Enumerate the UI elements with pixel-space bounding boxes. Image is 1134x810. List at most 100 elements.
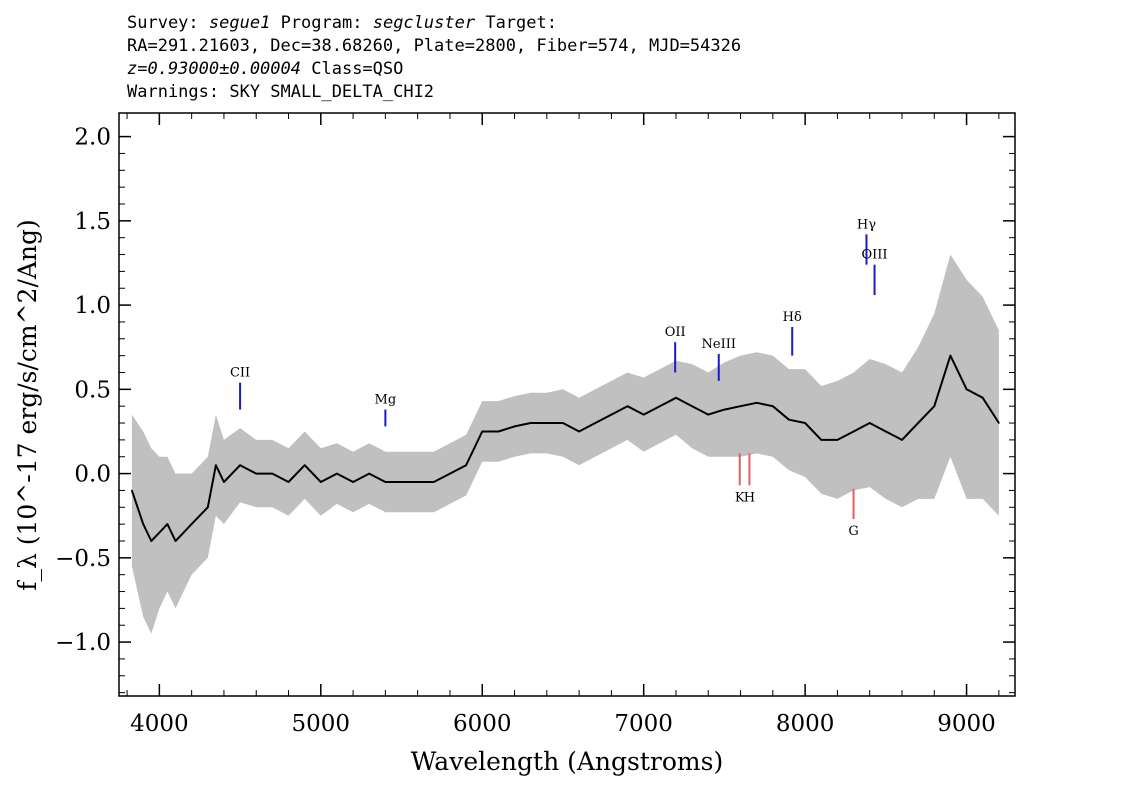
line-marker-cii: CII (230, 366, 250, 410)
flux-point (659, 405, 661, 407)
line-label: Hγ (857, 217, 876, 232)
line-marker-oiii: OIII (862, 248, 888, 295)
error-band (131, 254, 999, 634)
axis-ticks: 4000 5000 6000 7000 8000 9000 −1.0 −0.5 0.0 0.5 1.… (55, 113, 1015, 737)
flux-point (320, 481, 322, 483)
flux-point (166, 523, 169, 525)
y-tick-label: 2.0 (74, 125, 111, 151)
header-line-survey: Survey: segue1 Program: segcluster Targe… (127, 12, 741, 35)
line-label: K (735, 490, 745, 505)
flux-point (868, 422, 871, 424)
flux-point (271, 472, 274, 475)
x-tick-label: 7000 (614, 711, 673, 737)
flux-point (255, 472, 258, 475)
flux-point (642, 413, 645, 416)
flux-point (820, 439, 823, 441)
line-label: OII (665, 325, 686, 340)
line-label: CII (230, 366, 250, 381)
flux-point (546, 422, 548, 424)
flux-point (675, 396, 677, 399)
flux-point (182, 531, 185, 534)
flux-point (303, 464, 306, 466)
line-marker-neiii: NeIII (702, 337, 736, 381)
flux-point (190, 523, 193, 525)
header-line-coords: RA=291.21603, Dec=38.68260, Plate=2800, … (127, 36, 742, 56)
flux-point (610, 413, 613, 416)
program-name: segcluster (372, 13, 476, 33)
flux-point (368, 472, 371, 475)
flux-point (594, 422, 597, 424)
y-tick-label: 0.5 (74, 377, 111, 403)
flux-point (772, 405, 774, 407)
program-label: Program: (280, 13, 363, 33)
flux-point (384, 481, 387, 483)
flux-point (198, 514, 201, 517)
flux-point (965, 388, 968, 391)
y-tick-label: −1.0 (55, 630, 111, 656)
flux-point (497, 430, 500, 433)
flux-point (174, 540, 177, 542)
x-tick-label: 4000 (130, 711, 189, 737)
x-tick-label: 8000 (776, 711, 835, 737)
flux-point (158, 531, 161, 534)
target-label: Target: (485, 13, 557, 33)
plot-frame (118, 112, 1016, 697)
flux-point (336, 472, 338, 475)
header-line-warnings: Warnings: SKY SMALL_DELTA_CHI2 (127, 82, 435, 102)
line-marker-k: K (735, 453, 745, 505)
survey-label: Survey: (127, 13, 199, 33)
flux-point (755, 402, 758, 404)
flux-point (215, 464, 217, 466)
error-band-area (131, 254, 999, 634)
survey-name: segue1 (208, 13, 271, 33)
y-tick-label: 1.5 (74, 209, 111, 235)
flux-point (131, 489, 133, 492)
flux-point (852, 430, 855, 433)
flux-point (981, 396, 984, 399)
x-tick-label: 5000 (292, 711, 351, 737)
flux-point (150, 540, 153, 542)
flux-point (626, 405, 629, 407)
y-axis-title: f_λ (10^-17 erg/s/cm^2/Ang) (13, 219, 42, 591)
flux-point (949, 354, 952, 357)
flux-point (287, 481, 290, 483)
flux-point (433, 481, 435, 483)
flux-point (901, 439, 903, 441)
flux-point (998, 422, 1000, 424)
flux-point (691, 405, 693, 407)
flux-point (223, 481, 225, 483)
line-marker-oii: OII (665, 325, 686, 373)
flux-point (578, 430, 580, 433)
flux-point (933, 405, 936, 407)
flux-point (836, 439, 839, 441)
flux-point (788, 418, 790, 421)
flux-point (239, 464, 241, 466)
line-label: H (744, 490, 755, 505)
line-marker-mg: Mg (375, 393, 397, 427)
line-label: G (848, 524, 858, 539)
flux-point (529, 422, 532, 424)
x-tick-label: 6000 (453, 711, 512, 737)
line-marker-hγ: Hγ (857, 217, 876, 265)
y-tick-label: 0.0 (74, 462, 111, 488)
line-label: Mg (375, 393, 397, 408)
line-marker-g: G (848, 488, 859, 539)
flux-point (400, 481, 403, 483)
flux-point (206, 506, 209, 509)
x-axis-title: Wavelength (Angstroms) (411, 747, 723, 776)
flux-point (513, 425, 516, 428)
flux-point (804, 422, 806, 424)
line-label: Hδ (783, 310, 802, 325)
flux-point (142, 523, 145, 525)
spectral-line-markers: CII Mg OII NeIII Hδ Hγ OIII K H G (230, 217, 888, 539)
class-value: Class=QSO (311, 59, 404, 79)
flux-point (473, 447, 475, 450)
flux-point (562, 422, 564, 424)
header-line-redshift: z=0.93000±0.00004 Class=QSO (127, 58, 741, 81)
y-tick-label: −0.5 (55, 546, 111, 572)
flux-point (707, 413, 710, 416)
line-label: OIII (862, 248, 888, 263)
line-marker-h: H (744, 453, 755, 505)
flux-point (723, 408, 726, 411)
